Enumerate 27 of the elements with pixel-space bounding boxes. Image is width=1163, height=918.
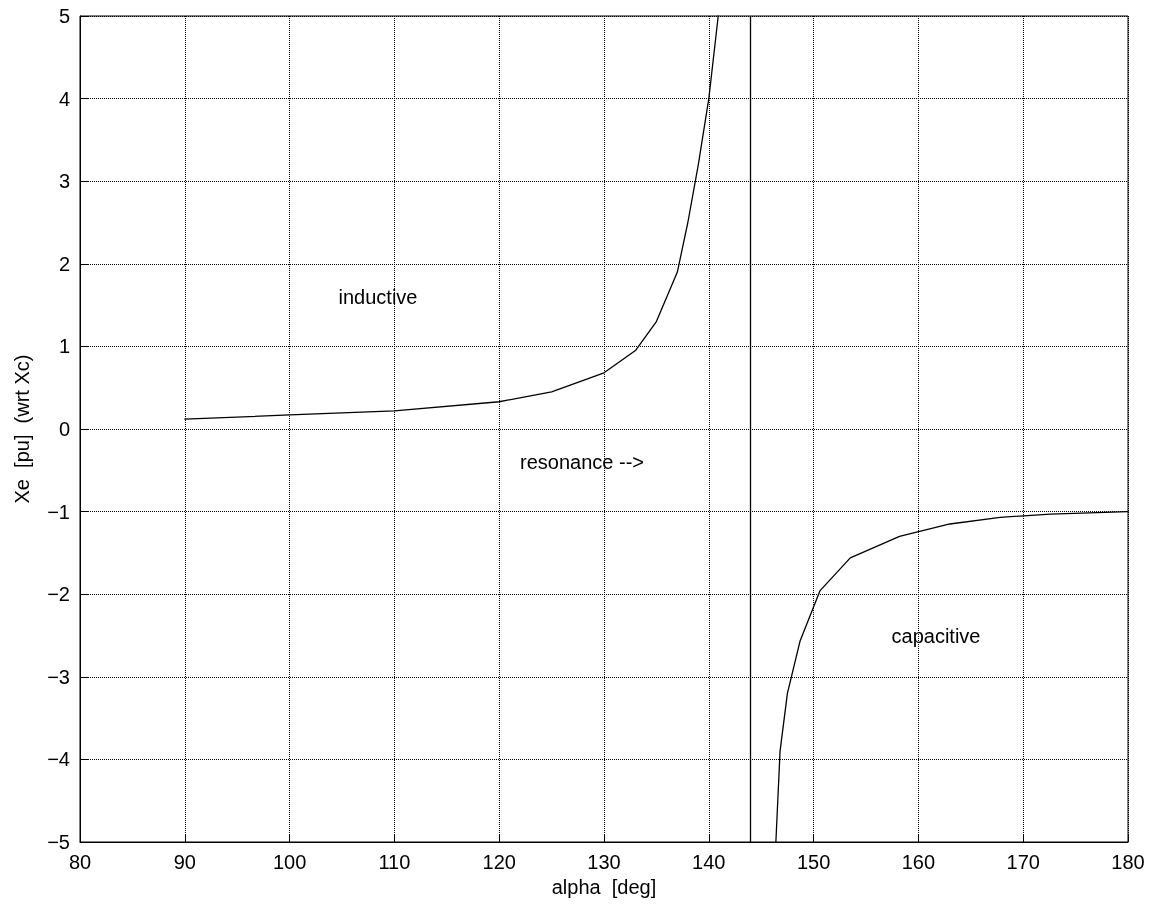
annotation: capacitive: [891, 625, 981, 647]
annotation: inductive: [338, 286, 418, 308]
x-tick-label: 140: [692, 851, 726, 873]
y-tick-label: 1: [58, 335, 70, 358]
y-tick-label: 4: [58, 87, 70, 110]
y-tick-label: −2: [47, 583, 70, 606]
x-axis-title: alpha [deg]: [551, 875, 657, 898]
x-tick-label: 80: [68, 851, 92, 873]
x-tick-label: 100: [272, 851, 307, 873]
y-tick-label: −5: [47, 831, 70, 853]
x-tick-label: 180: [1111, 851, 1145, 873]
y-axis-title: Xe [pu] (wrt Xc): [11, 354, 33, 504]
y-tick-label: 3: [58, 170, 70, 193]
x-tick-label: 90: [173, 851, 196, 873]
y-tick-label: 5: [58, 5, 70, 27]
y-tick-label: −3: [47, 665, 70, 688]
x-tick-label: 170: [1006, 851, 1040, 873]
y-tick-label: −4: [47, 748, 70, 771]
y-tick-label: 0: [58, 418, 70, 440]
x-tick-label: 160: [901, 851, 936, 873]
x-tick-label: 130: [587, 851, 621, 873]
annotation: resonance -->: [520, 451, 644, 473]
y-tick-label: −1: [47, 500, 70, 523]
y-tick-label: 2: [58, 252, 70, 275]
x-tick-label: 110: [378, 851, 411, 873]
x-tick-label: 150: [796, 851, 831, 873]
x-tick-label: 120: [482, 851, 516, 873]
